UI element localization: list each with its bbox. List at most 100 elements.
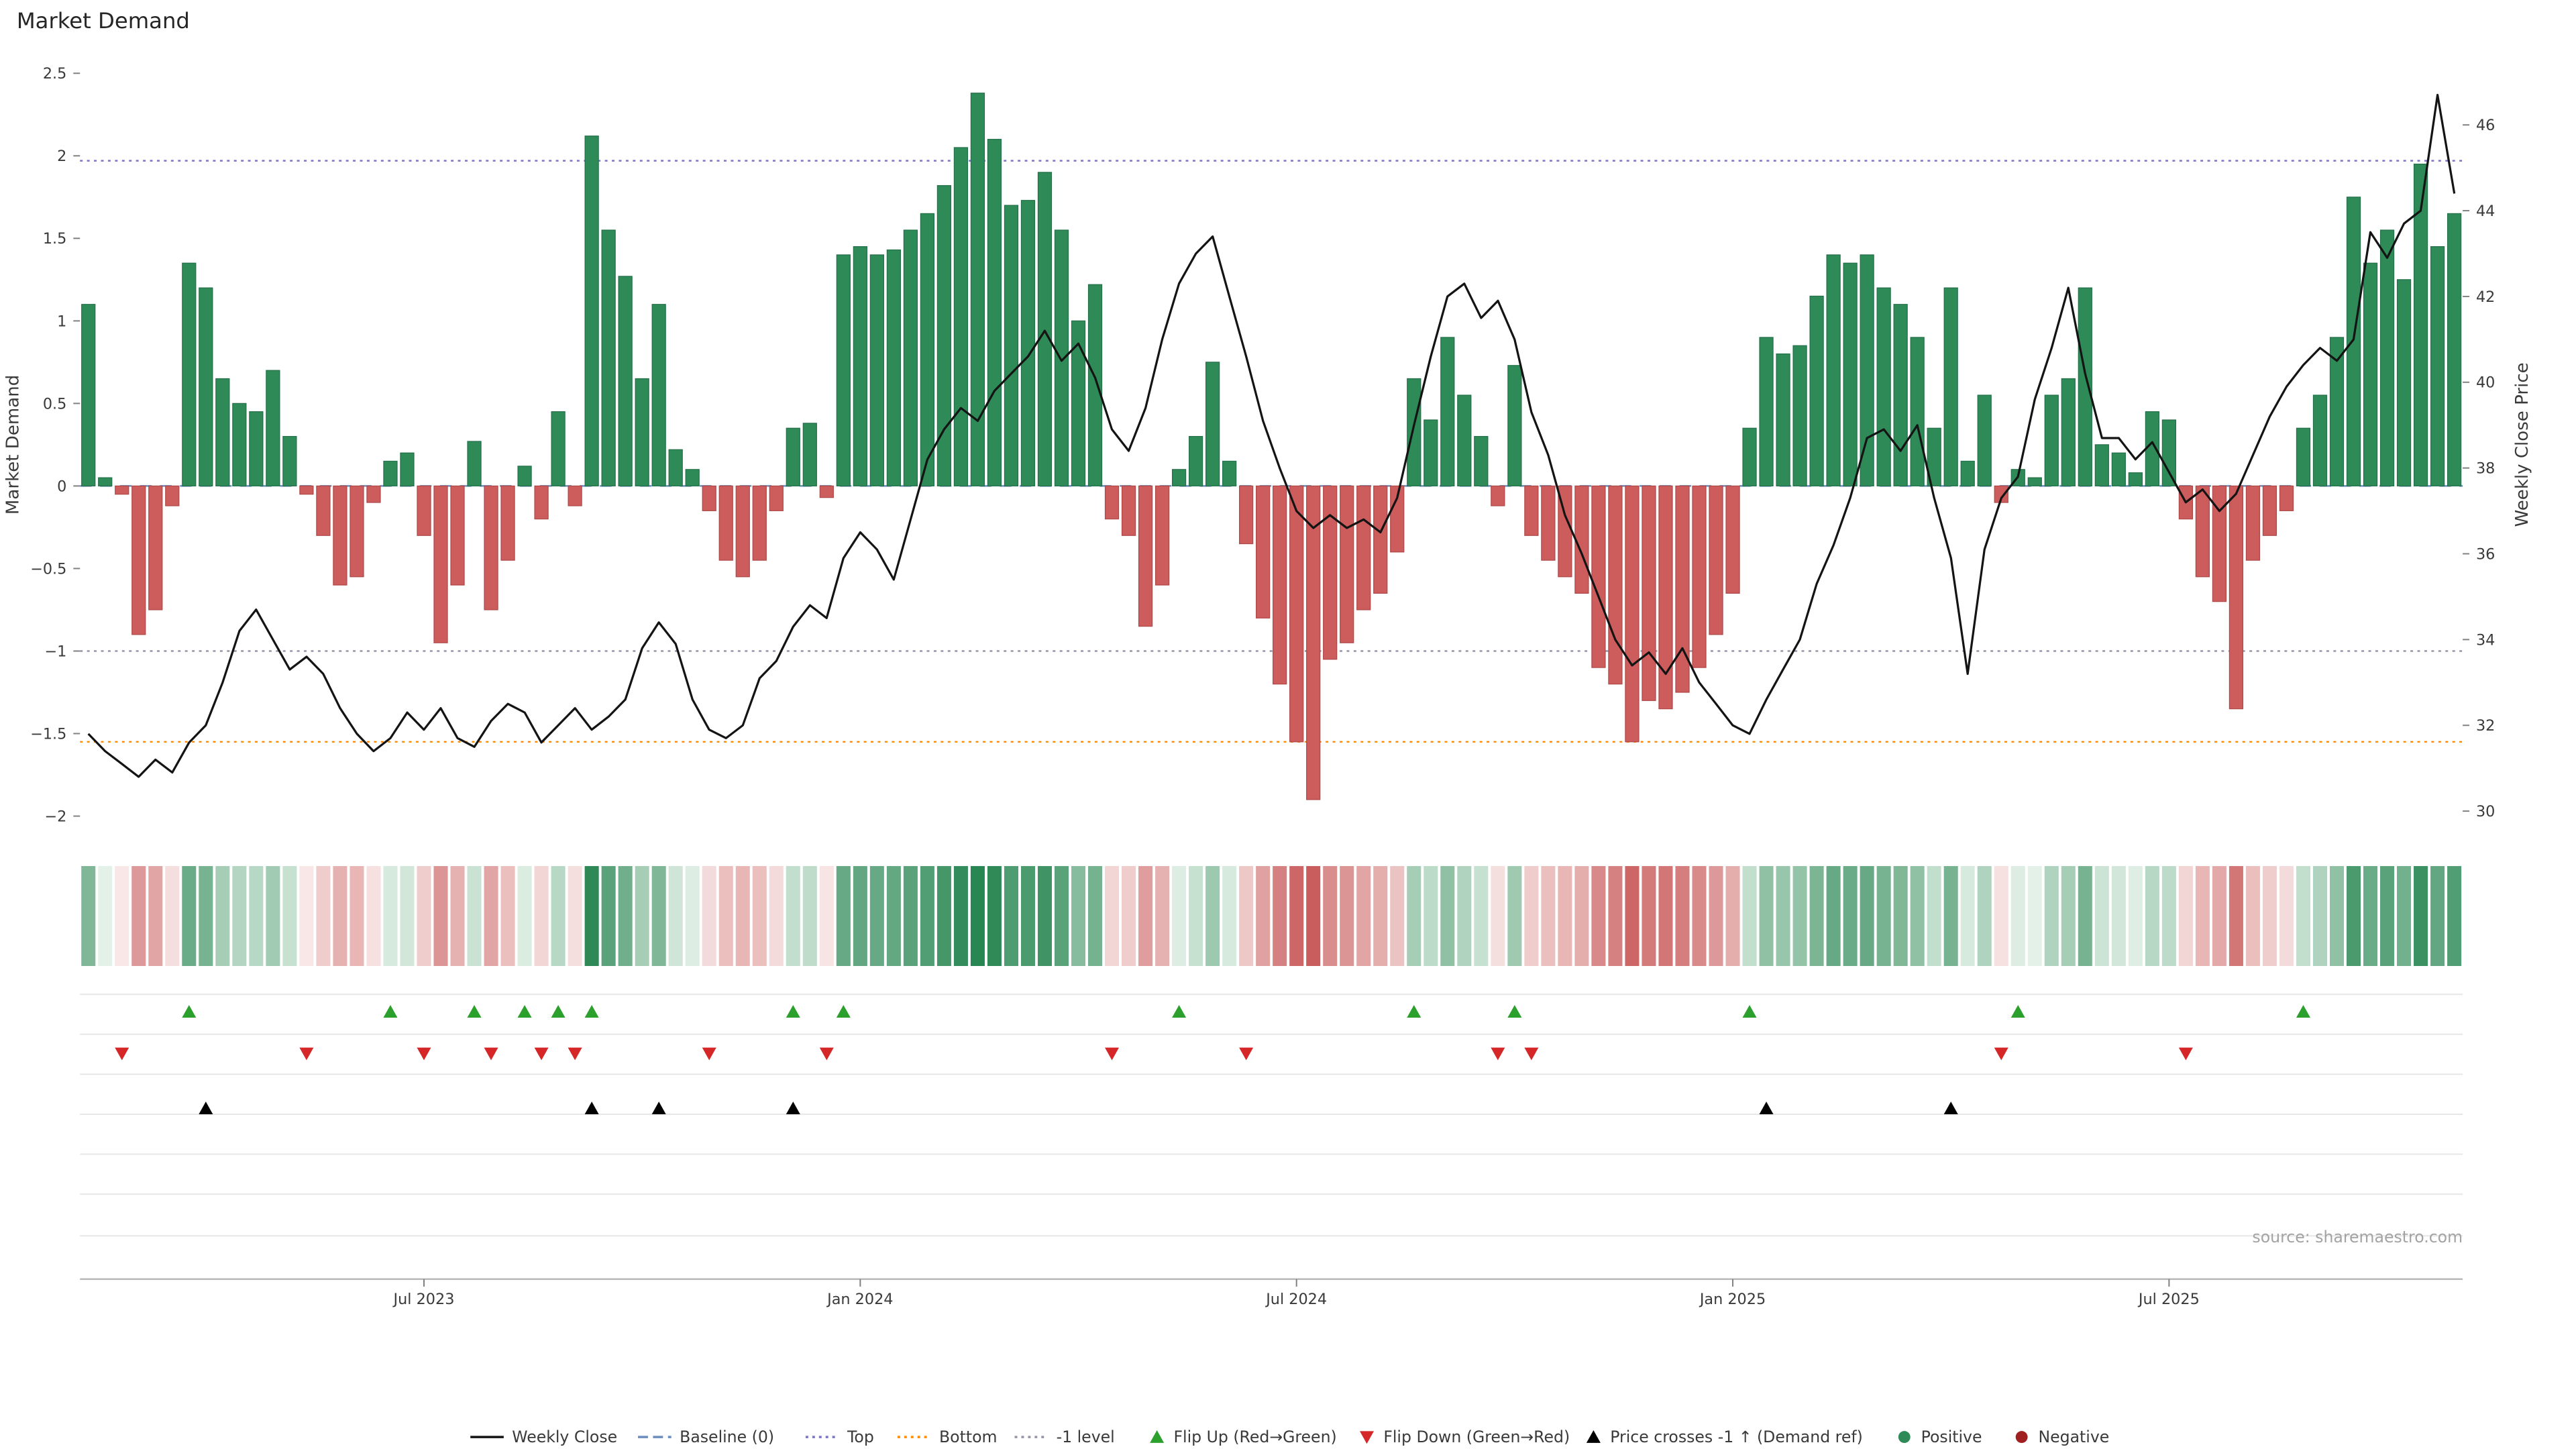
heatmap-cell — [199, 866, 213, 966]
price-cross-marker — [786, 1102, 800, 1115]
heatmap-cell — [2161, 866, 2176, 966]
demand-bar — [1591, 485, 1606, 668]
flip-down-marker — [484, 1047, 498, 1061]
heatmap-cell — [1407, 866, 1421, 966]
heatmap-cell — [333, 866, 347, 966]
right-tick-label: 30 — [2476, 803, 2495, 820]
demand-bar — [1004, 205, 1019, 487]
legend-label: Top — [847, 1428, 874, 1446]
demand-bar — [199, 287, 213, 487]
demand-bar — [1071, 320, 1086, 487]
heatmap-cell — [1004, 866, 1018, 966]
heatmap-cell — [1122, 866, 1136, 966]
demand-bar — [836, 254, 851, 487]
heatmap-cell — [1440, 866, 1455, 966]
demand-bar — [1893, 304, 1908, 487]
heatmap-cell — [1943, 866, 1958, 966]
heatmap-cell — [920, 866, 934, 966]
heatmap-cell — [383, 866, 398, 966]
demand-bar — [484, 485, 498, 610]
demand-bar — [584, 136, 599, 487]
right-tick-label: 32 — [2476, 717, 2495, 735]
heatmap-cell — [2061, 866, 2076, 966]
heatmap-cell — [534, 866, 549, 966]
heatmap-cell — [2329, 866, 2345, 966]
demand-bar — [1608, 485, 1623, 685]
heatmap-cell — [1574, 866, 1589, 966]
heatmap-cell — [2262, 866, 2277, 966]
heatmap-cell — [2397, 866, 2412, 966]
heatmap-cell — [953, 866, 968, 966]
demand-bar — [2229, 485, 2244, 710]
demand-bar — [953, 147, 969, 487]
demand-bar — [1373, 485, 1388, 594]
heatmap-cell — [618, 866, 633, 966]
heatmap-cell — [232, 866, 247, 966]
flip-down-marker — [702, 1047, 716, 1061]
demand-bar — [2094, 444, 2109, 487]
heatmap-cell — [500, 866, 515, 966]
heatmap-cell — [1776, 866, 1790, 966]
left-tick-label: 0 — [57, 478, 66, 495]
heatmap-cell — [853, 866, 867, 966]
x-tick-label: Jul 2023 — [392, 1291, 455, 1308]
legend-glyph-tri-down — [1359, 1431, 1374, 1444]
right-tick-label: 42 — [2476, 288, 2495, 306]
demand-bar — [1457, 394, 1472, 487]
heatmap-cell — [400, 866, 415, 966]
heatmap-cell — [1893, 866, 1908, 966]
heatmap-cell — [467, 866, 482, 966]
demand-bar — [920, 213, 935, 487]
heatmap-cell — [2229, 866, 2243, 966]
heatmap-cell — [1054, 866, 1069, 966]
heatmap-cell — [2195, 866, 2210, 966]
legend-label: Positive — [1921, 1428, 1982, 1446]
heatmap-cell — [165, 866, 180, 966]
heatmap-cell — [752, 866, 767, 966]
heatmap-cell — [1138, 866, 1153, 966]
heatmap-cell — [433, 866, 448, 966]
flip-up-marker — [517, 1005, 532, 1018]
heatmap-cell — [316, 866, 331, 966]
flip-up-marker — [467, 1005, 482, 1018]
flip-down-marker — [1994, 1047, 2008, 1061]
heatmap-cell — [1792, 866, 1807, 966]
demand-bar — [417, 485, 431, 536]
right-axis-label: Weekly Close Price — [2512, 362, 2532, 527]
demand-bar — [685, 469, 700, 487]
flip-markers — [115, 1005, 2310, 1115]
flip-up-marker — [2010, 1005, 2025, 1018]
heatmap-cell — [1071, 866, 1086, 966]
demand-bar — [2195, 485, 2210, 578]
heatmap-cell — [702, 866, 716, 966]
demand-bar — [1994, 485, 2008, 503]
demand-bar — [2061, 378, 2076, 487]
heatmap-cell — [668, 866, 683, 966]
legend-label: Weekly Close — [512, 1428, 617, 1446]
page-title: Market Demand — [17, 8, 190, 34]
flip-down-marker — [417, 1047, 431, 1061]
demand-bar — [1121, 485, 1136, 536]
price-cross-marker — [651, 1102, 666, 1115]
heatmap-cell — [685, 866, 700, 966]
demand-bar — [1524, 485, 1539, 536]
flip-up-marker — [1742, 1005, 1757, 1018]
demand-bar — [1507, 365, 1522, 487]
demand-bar — [769, 485, 784, 511]
demand-bar — [1675, 485, 1690, 693]
heatmap-cell — [1876, 866, 1891, 966]
heatmap-cell — [1507, 866, 1522, 966]
demand-bar — [1977, 394, 1992, 487]
demand-bar — [2329, 337, 2345, 487]
heatmap-cell — [2380, 866, 2395, 966]
left-axis-label: Market Demand — [3, 375, 23, 515]
demand-bar — [148, 485, 163, 610]
heatmap-cell — [601, 866, 616, 966]
flip-down-marker — [1491, 1047, 1505, 1061]
heatmap-cell — [568, 866, 582, 966]
demand-bar — [2312, 394, 2328, 487]
heatmap-cell — [1474, 866, 1489, 966]
heatmap-cell — [1910, 866, 1925, 966]
demand-bar — [1474, 435, 1489, 487]
